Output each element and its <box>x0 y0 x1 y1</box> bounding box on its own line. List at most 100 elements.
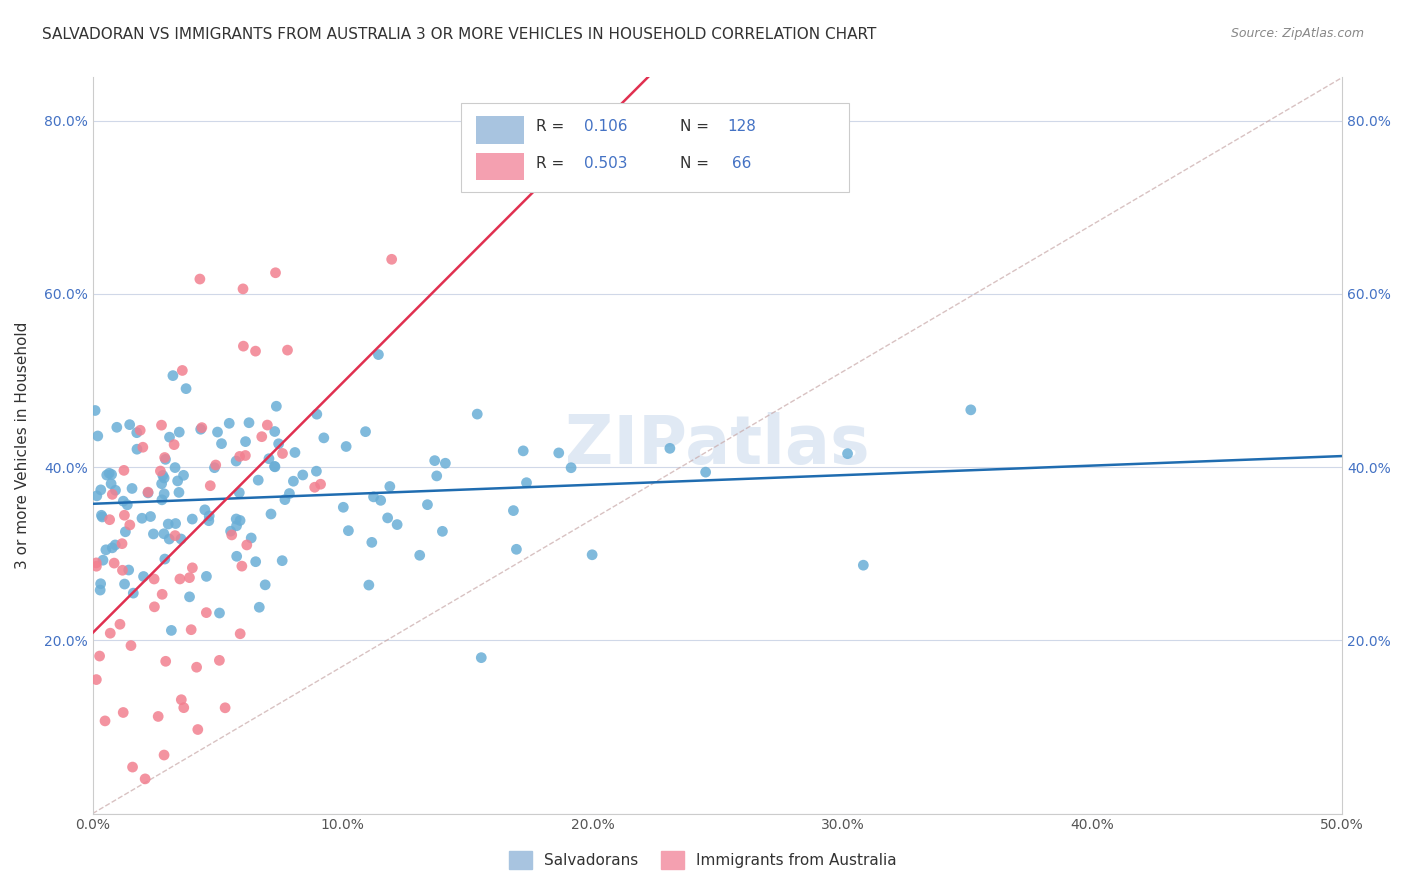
Point <box>238 416 260 430</box>
Point <box>229 626 252 640</box>
Point <box>247 600 270 615</box>
Point <box>225 454 247 468</box>
Point <box>136 486 159 500</box>
FancyBboxPatch shape <box>477 116 524 144</box>
Point <box>204 458 226 472</box>
Text: ZIPatlas: ZIPatlas <box>565 412 870 478</box>
Point <box>132 569 155 583</box>
Point <box>245 344 267 359</box>
Point <box>260 507 283 521</box>
Point <box>112 494 135 508</box>
Point <box>225 518 247 533</box>
Point <box>170 532 193 546</box>
Point <box>432 524 454 539</box>
Point <box>581 548 603 562</box>
Point <box>416 498 439 512</box>
Point <box>204 460 226 475</box>
Point <box>211 436 233 450</box>
Point <box>118 518 141 533</box>
Point <box>153 487 176 501</box>
Text: R =: R = <box>536 120 569 135</box>
Point <box>232 282 254 296</box>
Point <box>112 463 135 477</box>
Text: N =: N = <box>681 120 714 135</box>
Point <box>257 451 280 466</box>
Point <box>165 516 187 531</box>
Point <box>263 459 285 474</box>
Point <box>153 450 176 465</box>
Point <box>245 555 267 569</box>
Point <box>221 528 243 542</box>
Y-axis label: 3 or more Vehicles in Household: 3 or more Vehicles in Household <box>15 322 30 569</box>
Point <box>104 483 127 498</box>
Point <box>165 528 187 542</box>
Point <box>198 514 221 528</box>
Point <box>423 453 446 467</box>
Point <box>305 407 328 421</box>
Point <box>271 554 294 568</box>
Point <box>105 420 128 434</box>
Point <box>191 420 214 434</box>
FancyBboxPatch shape <box>477 153 524 180</box>
Point <box>267 436 290 450</box>
Point <box>91 510 114 524</box>
Point <box>163 460 186 475</box>
Point <box>385 517 408 532</box>
Point <box>98 513 121 527</box>
Point <box>173 700 195 714</box>
Point <box>232 339 254 353</box>
Point <box>149 464 172 478</box>
Point <box>89 648 111 663</box>
Point <box>515 475 537 490</box>
Point <box>90 483 112 497</box>
Point <box>87 429 110 443</box>
Point <box>169 572 191 586</box>
Point <box>153 526 176 541</box>
Point <box>98 467 121 481</box>
Point <box>264 459 287 474</box>
Point <box>86 559 108 574</box>
Point <box>142 527 165 541</box>
Point <box>381 252 404 267</box>
Point <box>284 445 307 459</box>
Point <box>266 399 288 413</box>
Point <box>112 706 135 720</box>
Point <box>101 487 124 501</box>
Point <box>312 431 335 445</box>
Point <box>240 531 263 545</box>
Point <box>512 443 534 458</box>
Point <box>208 606 231 620</box>
Point <box>219 524 242 539</box>
Point <box>235 434 257 449</box>
Point <box>278 486 301 500</box>
Point <box>91 553 114 567</box>
Text: 128: 128 <box>727 120 756 135</box>
Point <box>174 382 197 396</box>
Point <box>101 541 124 555</box>
Point <box>98 626 121 640</box>
Point <box>96 468 118 483</box>
Point <box>173 468 195 483</box>
Point <box>160 624 183 638</box>
Point <box>132 440 155 454</box>
Point <box>100 476 122 491</box>
Point <box>170 692 193 706</box>
Point <box>236 538 259 552</box>
Point <box>125 442 148 457</box>
Point <box>434 456 457 470</box>
Point <box>225 512 247 526</box>
Point <box>166 474 188 488</box>
Point <box>194 503 217 517</box>
Point <box>111 563 134 577</box>
Point <box>108 617 131 632</box>
Point <box>84 556 107 570</box>
Point <box>86 673 108 687</box>
Point <box>117 498 139 512</box>
Point <box>169 425 191 439</box>
Point <box>186 660 208 674</box>
Point <box>658 442 681 456</box>
Point <box>152 468 174 483</box>
Point <box>229 513 252 527</box>
Point <box>335 440 357 454</box>
Point <box>148 709 170 723</box>
